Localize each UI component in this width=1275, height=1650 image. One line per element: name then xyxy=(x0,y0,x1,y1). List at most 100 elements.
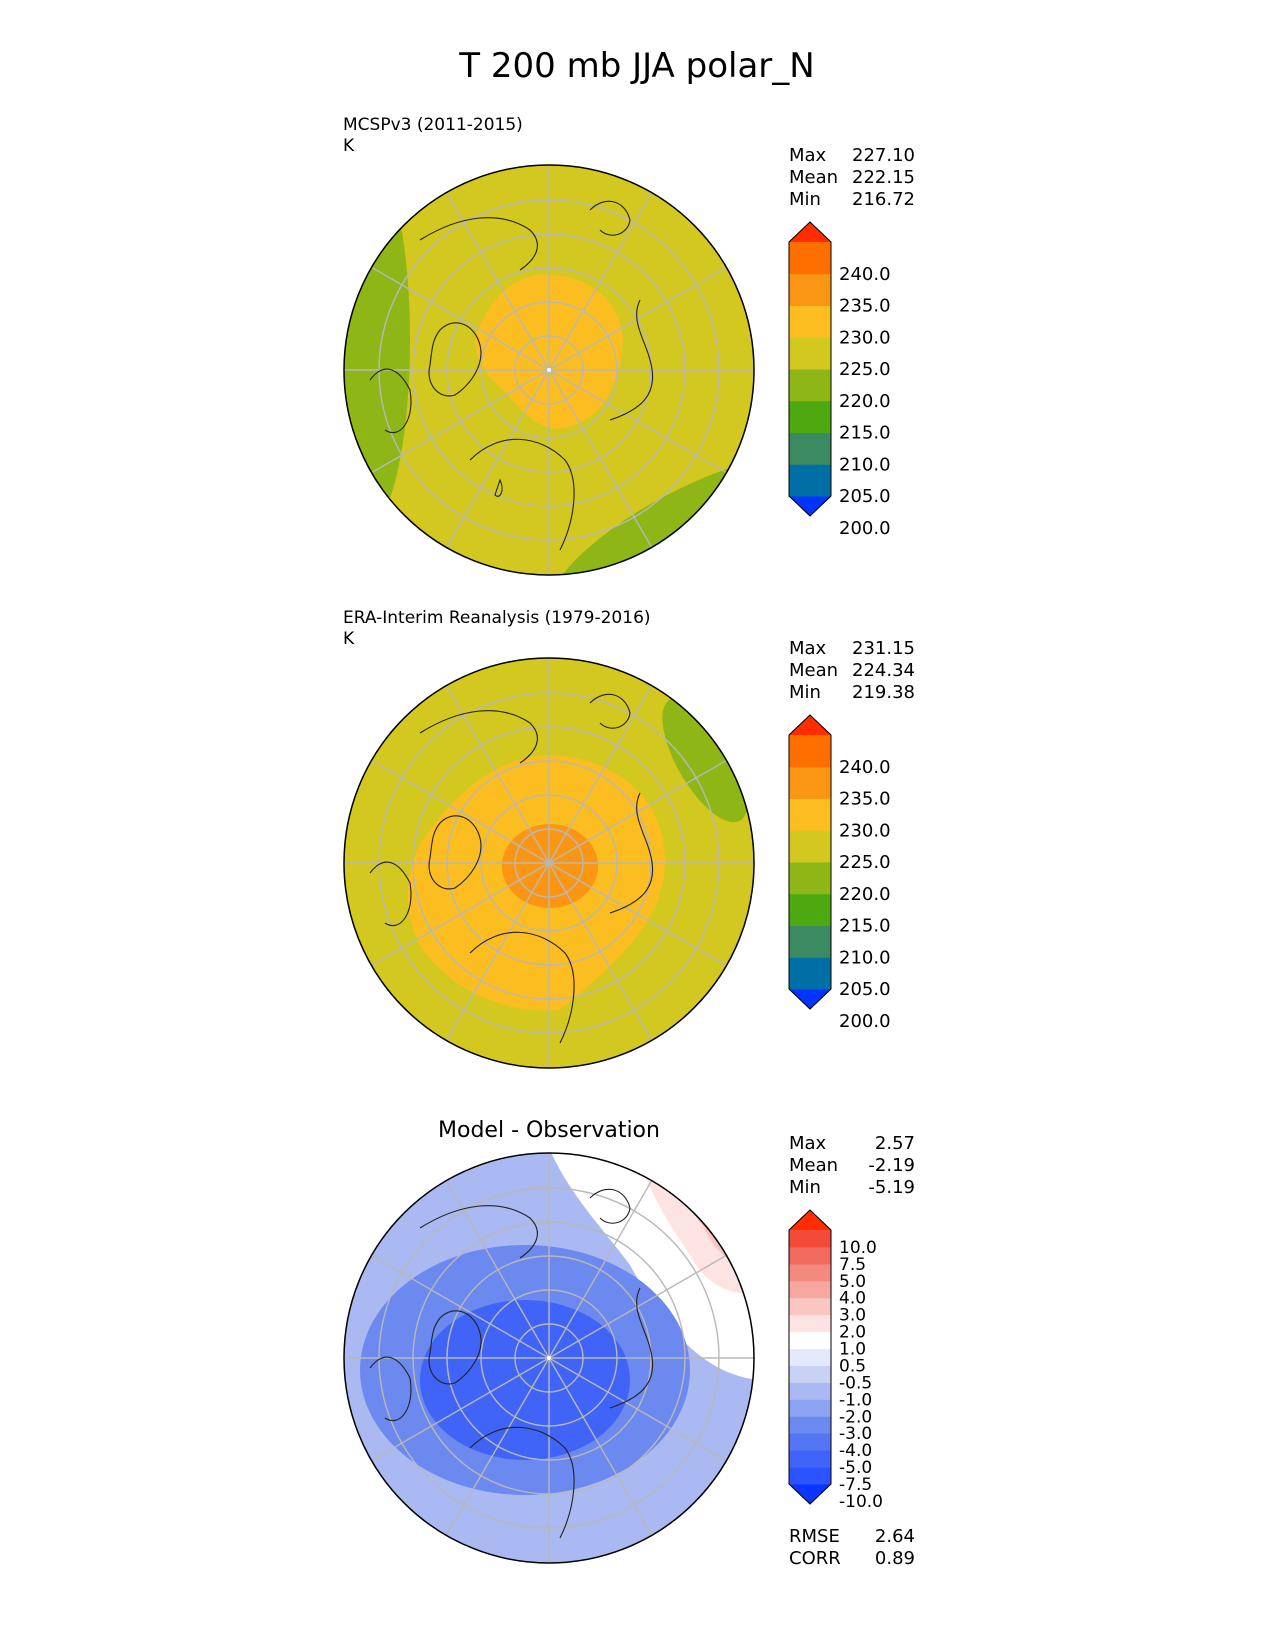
stat-label-max: Max xyxy=(789,1133,827,1154)
stat-label-min: Min xyxy=(789,1177,821,1198)
panel-diff: Model - Observation xyxy=(343,1118,915,1569)
colorbar-segment xyxy=(789,273,831,306)
panel-diff-map xyxy=(344,1153,754,1563)
colorbar-segment xyxy=(789,337,831,370)
colorbar-segment xyxy=(789,1230,831,1248)
colorbar-tick-label: 230.0 xyxy=(839,327,891,348)
panel-diff-extra-stats: RMSE 2.64 CORR 0.89 xyxy=(789,1526,915,1569)
colorbar-tick-label: 235.0 xyxy=(839,789,891,810)
colorbar-segment xyxy=(789,1297,831,1316)
stat-value-mean: 222.15 xyxy=(852,167,915,188)
panel-model: MCSPv3 (2011-2015) K xyxy=(343,115,915,576)
colorbar-extension-high xyxy=(789,222,831,242)
colorbar-tick-label: 225.0 xyxy=(839,359,891,380)
colorbar-segment xyxy=(789,1314,831,1333)
colorbar-segment xyxy=(789,1348,831,1366)
colorbar-tick-label: 7.5 xyxy=(839,1255,866,1275)
colorbar-tick-label: -4.0 xyxy=(839,1441,872,1461)
colorbar-outline xyxy=(788,221,832,517)
stat-label-mean: Mean xyxy=(789,167,838,188)
figure-title: T 200 mb JJA polar_N xyxy=(458,46,814,86)
colorbar-tick-label: 215.0 xyxy=(839,916,891,937)
stat-label-min: Min xyxy=(789,682,821,703)
field-cool-patch-north-east xyxy=(662,697,748,823)
colorbar-segment xyxy=(789,305,831,338)
colorbar-segment xyxy=(789,432,831,465)
colorbar-outline xyxy=(788,714,832,1010)
colorbar-tick-label: 4.0 xyxy=(839,1289,866,1309)
colorbar-segment xyxy=(789,400,831,433)
stat-value-max: 227.10 xyxy=(852,145,915,166)
colorbar-tick-label: 1.0 xyxy=(839,1340,866,1360)
colorbar-extension-high xyxy=(789,1210,831,1230)
colorbar-segment xyxy=(789,1433,831,1451)
colorbar-tick-label: -5.0 xyxy=(839,1458,872,1478)
colorbar-tick-label: 0.5 xyxy=(839,1356,866,1376)
colorbar-tick-label: -0.5 xyxy=(839,1373,872,1393)
panel-model-map-border xyxy=(343,164,755,576)
colorbar-segment xyxy=(789,1382,831,1400)
pole-marker xyxy=(547,368,551,372)
stat-label-max: Max xyxy=(789,638,827,659)
stat-label-corr: CORR xyxy=(789,1548,841,1569)
stat-value-min: 216.72 xyxy=(852,189,915,210)
field-outer-cool-band-west xyxy=(344,165,410,530)
colorbar-tick-label: 230.0 xyxy=(839,820,891,841)
colorbar-tick-label: -2.0 xyxy=(839,1407,872,1427)
panel-model-units: K xyxy=(343,136,355,156)
stat-label-mean: Mean xyxy=(789,660,838,681)
colorbar-tick-label: -3.0 xyxy=(839,1424,872,1444)
colorbar-tick-label: 200.0 xyxy=(839,518,891,539)
colorbar-segment xyxy=(789,1416,831,1434)
colorbar-tick-label: 240.0 xyxy=(839,264,891,285)
panel-obs: ERA-Interim Reanalysis (1979-2016) K xyxy=(343,608,915,1069)
colorbar-tick-label: -1.0 xyxy=(839,1390,872,1410)
stat-value-min: -5.19 xyxy=(868,1177,915,1198)
colorbar-tick-label: 5.0 xyxy=(839,1272,866,1292)
panel-model-stats: Max 227.10 Mean 222.15 Min 216.72 xyxy=(789,145,915,210)
colorbar-segment xyxy=(789,893,831,926)
colorbar-tick-label: 205.0 xyxy=(839,979,891,1000)
graticule xyxy=(344,658,754,1068)
colorbar-tick-label: 200.0 xyxy=(839,1011,891,1032)
stat-label-rmse: RMSE xyxy=(789,1526,840,1547)
stat-value-mean: -2.19 xyxy=(868,1155,915,1176)
coastlines xyxy=(369,693,654,1044)
colorbar-outline xyxy=(788,1209,832,1505)
stat-value-rmse: 2.64 xyxy=(875,1526,915,1547)
colorbar-segment xyxy=(789,1467,831,1485)
colorbar-tick-label: 210.0 xyxy=(839,454,891,475)
colorbar-segment xyxy=(789,798,831,831)
colorbar-tick-label: 2.0 xyxy=(839,1323,866,1343)
colorbar-tick-label: -7.5 xyxy=(839,1475,872,1495)
colorbar-segment xyxy=(789,1331,831,1350)
stat-value-min: 219.38 xyxy=(852,682,915,703)
colorbar-segment xyxy=(789,766,831,799)
colorbar-tick-label: 235.0 xyxy=(839,296,891,317)
colorbar-segment xyxy=(789,369,831,402)
colorbar-tick-label: -10.0 xyxy=(839,1492,883,1512)
colorbar-segment xyxy=(789,735,831,768)
pole-marker xyxy=(547,1356,551,1360)
panel-diff-title: Model - Observation xyxy=(438,1118,660,1143)
stat-value-max: 231.15 xyxy=(852,638,915,659)
colorbar-tick-label: 240.0 xyxy=(839,757,891,778)
panel-obs-map-border xyxy=(343,657,755,1069)
colorbar-segment xyxy=(789,1365,831,1383)
colorbar-tick-label: 10.0 xyxy=(839,1238,877,1258)
colorbar-segment xyxy=(789,925,831,958)
field-strong-negative-core xyxy=(420,1300,630,1460)
stat-value-mean: 224.34 xyxy=(852,660,915,681)
colorbar-tick-label: 220.0 xyxy=(839,391,891,412)
colorbar-segment xyxy=(789,1450,831,1468)
colorbar-extension-low xyxy=(789,496,831,516)
panel-obs-units: K xyxy=(343,629,355,649)
panel-model-title: MCSPv3 (2011-2015) xyxy=(343,115,523,135)
stat-value-corr: 0.89 xyxy=(875,1548,915,1569)
colorbar-segment xyxy=(789,1263,831,1282)
panel-diff-map-border xyxy=(343,1152,755,1564)
panel-obs-map xyxy=(344,658,754,1068)
stat-value-max: 2.57 xyxy=(875,1133,915,1154)
colorbar-tick-label: 220.0 xyxy=(839,884,891,905)
